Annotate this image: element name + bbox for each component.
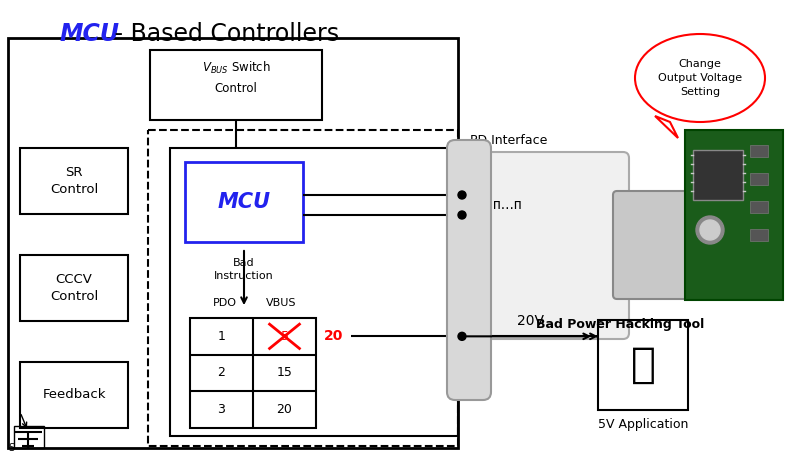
Text: CCCV
Control: CCCV Control: [50, 273, 98, 303]
Bar: [8, 38, 458, 448]
Text: 20: 20: [276, 403, 293, 416]
Text: 🔥: 🔥: [630, 344, 656, 386]
Text: S: S: [8, 443, 14, 453]
Circle shape: [458, 332, 466, 340]
Text: - Based Controllers: - Based Controllers: [107, 22, 339, 46]
Text: SR
Control: SR Control: [50, 166, 98, 196]
Bar: [20, 362, 128, 428]
Text: MCU: MCU: [217, 192, 271, 212]
Text: PDO: PDO: [213, 298, 237, 308]
Text: Feedback: Feedback: [42, 388, 105, 402]
Ellipse shape: [635, 34, 765, 122]
Bar: [148, 130, 458, 446]
FancyBboxPatch shape: [447, 140, 491, 400]
Bar: [170, 148, 458, 436]
Text: VBUS: VBUS: [265, 298, 296, 308]
Text: 15: 15: [276, 366, 293, 380]
Circle shape: [458, 191, 466, 199]
Text: Bad Power Hacking Tool: Bad Power Hacking Tool: [536, 318, 704, 331]
Text: $V_{BUS}$ Switch: $V_{BUS}$ Switch: [201, 60, 271, 76]
Text: 20: 20: [324, 329, 343, 344]
Text: Change
Output Voltage
Setting: Change Output Voltage Setting: [658, 59, 742, 97]
Bar: [190, 318, 316, 428]
Text: 1: 1: [217, 330, 225, 343]
Text: 5V Application: 5V Application: [598, 418, 688, 431]
Text: 20V: 20V: [516, 314, 544, 329]
Text: PD Interface: PD Interface: [470, 133, 548, 146]
Polygon shape: [655, 116, 678, 138]
Bar: [20, 148, 128, 214]
Bar: [750, 229, 768, 241]
Bar: [598, 320, 688, 410]
FancyBboxPatch shape: [685, 130, 783, 300]
Bar: [150, 50, 322, 120]
Bar: [750, 201, 768, 213]
Text: Bad
Instruction: Bad Instruction: [214, 258, 274, 281]
FancyBboxPatch shape: [613, 191, 691, 299]
Bar: [20, 255, 128, 321]
Bar: [750, 173, 768, 185]
Circle shape: [458, 211, 466, 219]
Text: ᴨ...ᴨ: ᴨ...ᴨ: [493, 198, 521, 212]
Text: MCU: MCU: [60, 22, 120, 46]
Text: Control: Control: [215, 81, 257, 95]
FancyBboxPatch shape: [472, 152, 629, 339]
Circle shape: [696, 216, 724, 244]
Circle shape: [700, 220, 720, 240]
Bar: [750, 145, 768, 157]
Bar: [185, 162, 303, 242]
Text: 3: 3: [217, 403, 225, 416]
Text: 5: 5: [280, 330, 289, 343]
Bar: [693, 150, 743, 200]
Text: 2: 2: [217, 366, 225, 380]
Bar: [14, 426, 44, 448]
